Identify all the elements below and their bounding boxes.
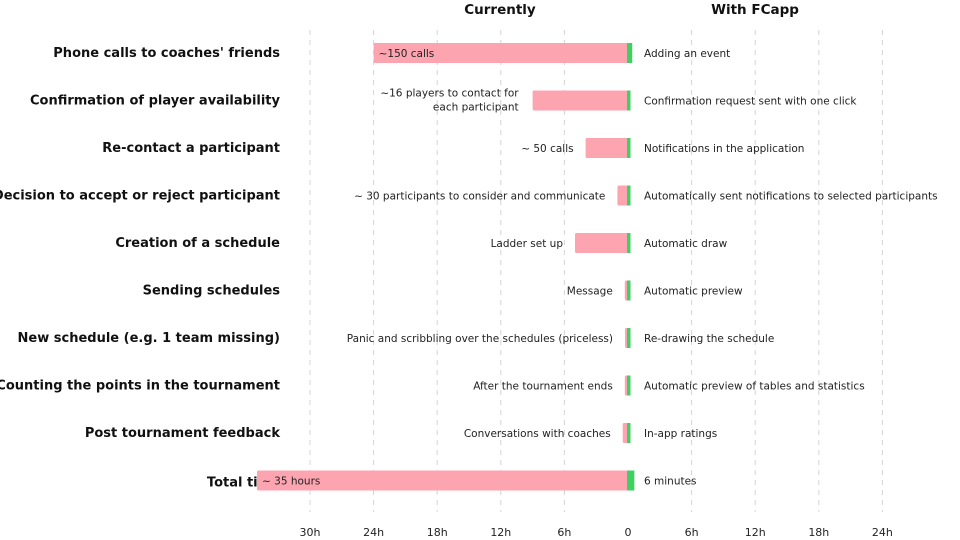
- x-tick-label: 6h: [685, 526, 699, 539]
- bar-current: [257, 470, 628, 491]
- category-label: Sending schedules: [143, 284, 281, 299]
- data-label-current: ~ 35 hours: [262, 476, 320, 488]
- data-label-current: ~ 30 participants to consider and commun…: [354, 191, 605, 203]
- category-label: Creation of a schedule: [115, 236, 280, 251]
- x-tick-label: 0: [625, 526, 632, 539]
- bar-fcapp: [627, 90, 631, 111]
- x-tick-label: 24h: [872, 526, 893, 539]
- bar-current: [622, 423, 628, 443]
- bar-fcapp: [627, 423, 631, 443]
- data-label-fcapp: Automatically sent notifications to sele…: [644, 191, 938, 203]
- x-tick-label: 30h: [300, 526, 321, 539]
- data-label-current: ~ 50 calls: [521, 143, 573, 155]
- data-label-current: ~16 players to contact for each participa…: [380, 88, 519, 114]
- category-label: Counting the points in the tournament: [0, 379, 280, 394]
- category-label: Re-contact a participant: [102, 141, 280, 156]
- category-label: New schedule (e.g. 1 team missing): [18, 331, 280, 346]
- data-label-current: Conversations with coaches: [464, 428, 611, 440]
- x-tick-label: 18h: [808, 526, 829, 539]
- bar-fcapp: [627, 375, 631, 396]
- data-label-current: Message: [567, 286, 613, 298]
- header-currently: Currently: [464, 2, 536, 18]
- data-label-fcapp: Automatic draw: [644, 238, 728, 250]
- bar-current: [373, 43, 628, 63]
- data-label-fcapp: Re-drawing the schedule: [644, 333, 774, 345]
- bar-fcapp: [627, 43, 633, 63]
- x-tick-label: 12h: [490, 526, 511, 539]
- bar-fcapp: [627, 138, 631, 158]
- bar-fcapp: [627, 185, 631, 206]
- header-with-fcapp: With FCapp: [711, 2, 799, 18]
- x-tick-label: 6h: [557, 526, 571, 539]
- bar-current: [575, 233, 628, 253]
- bar-current: [617, 185, 628, 206]
- data-label-fcapp: Automatic preview of tables and statisti…: [644, 381, 865, 393]
- data-label-fcapp: Notifications in the application: [644, 143, 804, 155]
- bar-current: [585, 138, 628, 158]
- data-label-current: Panic and scribbling over the schedules …: [347, 333, 613, 345]
- category-label: Phone calls to coaches' friends: [53, 46, 280, 61]
- bar-fcapp: [627, 470, 635, 491]
- bar-fcapp: [627, 280, 631, 301]
- x-tick-label: 24h: [363, 526, 384, 539]
- data-label-current: ~150 calls: [379, 48, 435, 60]
- data-label-current: After the tournament ends: [473, 381, 613, 393]
- data-label-current: Ladder set up: [491, 238, 564, 250]
- category-label: Post tournament feedback: [85, 426, 281, 441]
- bar-current: [532, 90, 628, 111]
- x-tick-label: 12h: [745, 526, 766, 539]
- category-label: Decision to accept or reject participant: [0, 189, 280, 204]
- data-label-fcapp: Confirmation request sent with one click: [644, 96, 857, 108]
- category-label: Confirmation of player availability: [30, 94, 281, 109]
- data-label-fcapp: Automatic preview: [644, 286, 743, 298]
- bar-fcapp: [627, 233, 631, 253]
- data-label-fcapp: 6 minutes: [644, 476, 697, 488]
- x-tick-label: 18h: [427, 526, 448, 539]
- bar-fcapp: [627, 328, 631, 348]
- data-label-fcapp: In-app ratings: [644, 428, 717, 440]
- data-label-fcapp: Adding an event: [644, 48, 730, 60]
